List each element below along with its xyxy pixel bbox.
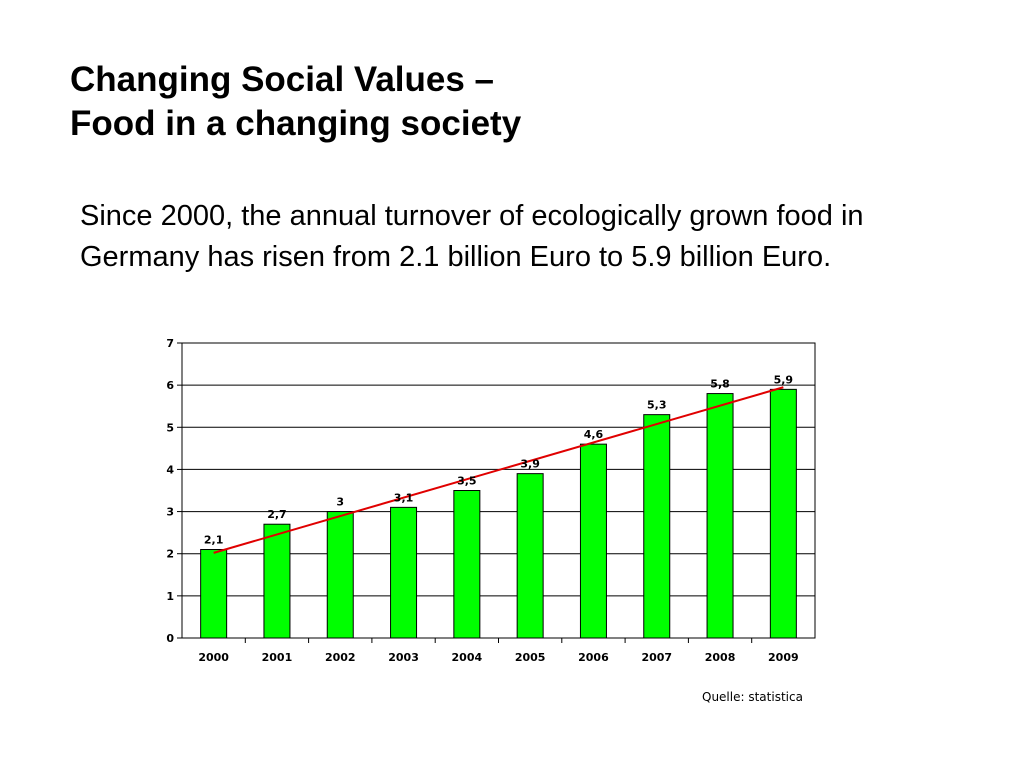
data-label: 3,1 [394, 491, 414, 504]
bar [326, 511, 354, 639]
x-tick-label: 2008 [705, 651, 736, 664]
slide-title-line-2: Food in a changing society [70, 104, 522, 143]
trendline [213, 386, 784, 554]
y-tick-label: 3 [166, 506, 174, 519]
x-tick-label: 2007 [641, 651, 672, 664]
x-tick-label: 2004 [452, 651, 483, 664]
y-tick-label: 1 [166, 590, 174, 603]
slide-title: Changing Social Values – Food in a chang… [70, 58, 521, 146]
bar [516, 473, 544, 639]
bar [263, 523, 291, 639]
x-tick-label: 2005 [515, 651, 546, 664]
slide-body-text: Since 2000, the annual turnover of ecolo… [80, 200, 864, 273]
bar [579, 443, 607, 639]
bars [200, 388, 797, 639]
y-tick-label: 5 [166, 421, 174, 434]
x-tick-label: 2009 [768, 651, 799, 664]
x-tick-label: 2003 [388, 651, 419, 664]
y-tick-label: 2 [166, 548, 174, 561]
bar [200, 549, 228, 639]
bar [453, 490, 481, 639]
data-label: 2,1 [204, 534, 224, 547]
y-axis-ticks: 0 1 2 3 4 5 6 7 [166, 337, 182, 645]
y-tick-label: 6 [166, 379, 174, 392]
x-tick-label: 2006 [578, 651, 609, 664]
y-tick-label: 7 [166, 337, 174, 350]
y-tick-label: 0 [166, 632, 174, 645]
data-label: 4,6 [584, 428, 604, 441]
data-label: 3,5 [457, 475, 477, 488]
data-label: 5,8 [710, 378, 730, 391]
x-tick-label: 2002 [325, 651, 356, 664]
data-label: 5,9 [774, 373, 794, 386]
bar [390, 506, 418, 639]
data-label: 5,3 [647, 399, 667, 412]
bar [643, 414, 671, 639]
data-labels: 2,1 2,7 3 3,1 3,5 3,9 4,6 5,3 5,8 5,9 [204, 373, 793, 546]
x-tick-label: 2000 [198, 651, 229, 664]
data-label: 3 [336, 496, 344, 509]
x-tick-label: 2001 [262, 651, 293, 664]
bar [769, 388, 797, 639]
bar [706, 393, 734, 639]
y-tick-label: 4 [166, 463, 174, 476]
source-note: Quelle: statistica [702, 690, 803, 704]
data-label: 2,7 [267, 508, 287, 521]
data-label: 3,9 [520, 458, 540, 471]
x-axis-ticks: 2000 2001 2002 2003 2004 2005 2006 2007 2008 2009 [198, 638, 799, 664]
trendline-group [213, 386, 784, 554]
slide-title-line-1: Changing Social Values – [70, 60, 495, 99]
